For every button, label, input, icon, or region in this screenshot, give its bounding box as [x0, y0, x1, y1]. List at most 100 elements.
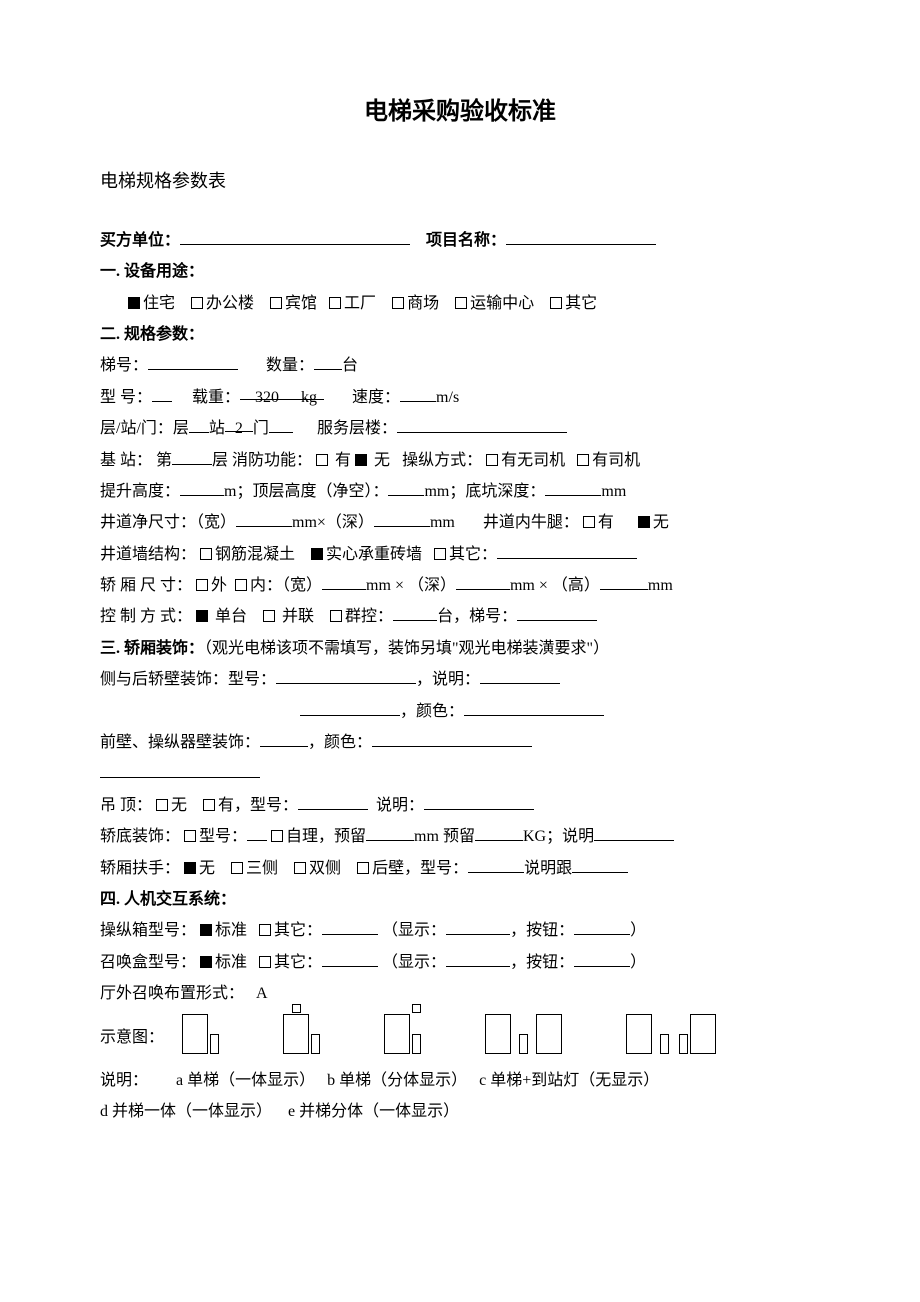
front-blank[interactable] [260, 729, 308, 747]
checkbox-handrail-2[interactable] [294, 862, 306, 874]
load-value[interactable]: 320 [240, 383, 294, 401]
checkbox-other[interactable] [550, 297, 562, 309]
checkbox-factory[interactable] [329, 297, 341, 309]
handrail-desc-blank[interactable] [572, 855, 628, 873]
checkbox-hop-std[interactable] [200, 956, 212, 968]
cop-disp-blank[interactable] [446, 918, 510, 936]
front-color-blank[interactable] [372, 729, 532, 747]
floor-model-label: 型号： [199, 828, 247, 845]
checkbox-ceiling-yes[interactable] [203, 799, 215, 811]
panel-icon [311, 1034, 320, 1054]
cop-other-blank[interactable] [322, 918, 378, 936]
shaft-d-blank[interactable] [374, 510, 430, 528]
checkbox-cop-other[interactable] [259, 924, 271, 936]
floor-desc-blank[interactable] [594, 824, 674, 842]
checkbox-fire-yes[interactable] [316, 454, 328, 466]
shaft-w-blank[interactable] [236, 510, 292, 528]
checkbox-handrail-no[interactable] [184, 862, 196, 874]
checkbox-wall-other[interactable] [434, 548, 446, 560]
checkbox-corbel-no[interactable] [638, 516, 650, 528]
checkbox-hop-other[interactable] [259, 956, 271, 968]
side-model-blank[interactable] [276, 667, 416, 685]
floor-desc-label: KG；说明 [523, 828, 594, 845]
ceiling-model-blank[interactable] [298, 792, 368, 810]
spec-line-8: 轿 厢 尺 寸： 外 内：（宽）mm × （深）mm × （高）mm [100, 571, 820, 601]
car-size-label: 轿 厢 尺 寸： [100, 577, 192, 594]
qty-blank[interactable] [314, 353, 342, 371]
checkbox-car-in[interactable] [235, 579, 247, 591]
checkbox-car-out[interactable] [196, 579, 208, 591]
checkbox-residential[interactable] [128, 297, 140, 309]
cop-btn-blank[interactable] [574, 918, 630, 936]
checkbox-floor-model[interactable] [184, 830, 196, 842]
floors-blank[interactable] [189, 416, 209, 434]
buyer-blank[interactable] [180, 227, 410, 245]
floor-model-blank[interactable] [247, 824, 267, 842]
side-wall-label: 侧与后轿壁装饰：型号： [100, 671, 276, 688]
service-blank[interactable] [397, 416, 567, 434]
checkbox-floor-self[interactable] [271, 830, 283, 842]
project-blank[interactable] [506, 227, 656, 245]
checkbox-fire-no[interactable] [355, 454, 367, 466]
checkbox-mall[interactable] [392, 297, 404, 309]
panel-icon [412, 1034, 421, 1054]
speed-blank[interactable] [400, 384, 436, 402]
front-extra-blank[interactable] [100, 761, 260, 779]
pit-label: mm；底坑深度： [424, 483, 545, 500]
cop-close: ） [630, 922, 646, 939]
wall-other-blank[interactable] [497, 541, 637, 559]
checkbox-cop-std[interactable] [200, 924, 212, 936]
ceiling-desc-blank[interactable] [424, 792, 534, 810]
base-station-blank[interactable] [172, 447, 212, 465]
checkbox-parallel[interactable] [263, 610, 275, 622]
doors-blank[interactable] [269, 416, 293, 434]
corbel-yes: 有 [598, 514, 614, 531]
qty-label: 数量： [266, 357, 314, 374]
checkbox-attendant[interactable] [577, 454, 589, 466]
handrail-2: 双侧 [309, 860, 341, 877]
ceiling-desc-label: 说明： [376, 797, 424, 814]
model-blank[interactable] [152, 384, 172, 402]
checkbox-no-attendant[interactable] [486, 454, 498, 466]
checkbox-hotel[interactable] [270, 297, 282, 309]
car-w-blank[interactable] [322, 572, 366, 590]
checkbox-handrail-3[interactable] [231, 862, 243, 874]
handrail-model-blank[interactable] [468, 855, 524, 873]
checkbox-group[interactable] [330, 610, 342, 622]
side-desc-blank[interactable] [480, 667, 560, 685]
checkbox-office[interactable] [191, 297, 203, 309]
side-color-blank[interactable] [464, 698, 604, 716]
pit-blank[interactable] [545, 478, 601, 496]
hop-other-blank[interactable] [322, 949, 378, 967]
buyer-project-line: 买方单位： 项目名称： [100, 226, 820, 256]
side-desc-blank2[interactable] [300, 698, 400, 716]
checkbox-brick[interactable] [311, 548, 323, 560]
hop-btn-blank[interactable] [574, 949, 630, 967]
floor-mm-blank[interactable] [366, 824, 414, 842]
explain-d: d 并梯一体（一体显示） [100, 1103, 272, 1120]
checkbox-transport[interactable] [455, 297, 467, 309]
stops-value[interactable]: 2 [225, 414, 253, 432]
checkbox-concrete[interactable] [200, 548, 212, 560]
lift-no-blank[interactable] [148, 353, 238, 371]
door-icon [690, 1014, 716, 1054]
checkbox-ceiling-no[interactable] [156, 799, 168, 811]
floor-kg-blank[interactable] [475, 824, 523, 842]
operate-label: 操纵方式： [402, 452, 482, 469]
lift-height-blank[interactable] [180, 478, 224, 496]
car-h-blank[interactable] [600, 572, 648, 590]
handrail-no: 无 [199, 860, 215, 877]
checkbox-handrail-back[interactable] [357, 862, 369, 874]
panel-icon [519, 1034, 528, 1054]
handrail-label: 轿厢扶手： [100, 860, 180, 877]
car-d-blank[interactable] [456, 572, 510, 590]
top-clear-blank[interactable] [388, 478, 424, 496]
group-no-blank[interactable] [517, 604, 597, 622]
group-qty-blank[interactable] [393, 604, 437, 622]
checkbox-corbel-yes[interactable] [583, 516, 595, 528]
opt-mall: 商场 [407, 295, 439, 312]
section-1-head: 一. 设备用途： [100, 257, 820, 287]
hop-other-label: 其它： [274, 954, 322, 971]
checkbox-single[interactable] [196, 610, 208, 622]
hop-disp-blank[interactable] [446, 949, 510, 967]
